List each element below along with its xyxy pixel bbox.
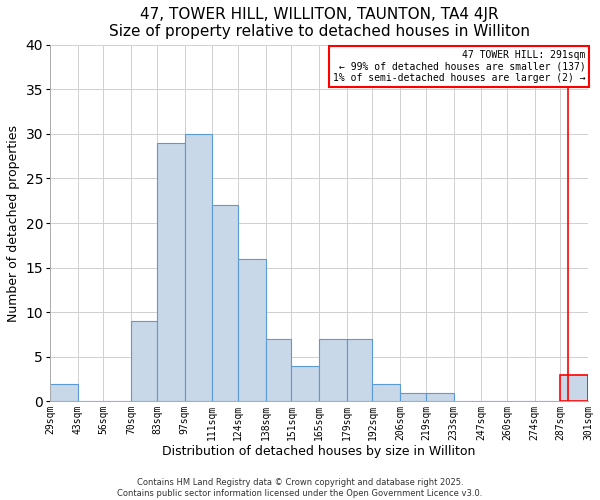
Bar <box>131 321 157 402</box>
X-axis label: Distribution of detached houses by size in Williton: Distribution of detached houses by size … <box>163 445 476 458</box>
Title: 47, TOWER HILL, WILLITON, TAUNTON, TA4 4JR
Size of property relative to detached: 47, TOWER HILL, WILLITON, TAUNTON, TA4 4… <box>109 7 530 40</box>
Bar <box>266 339 292 402</box>
Bar <box>157 143 185 402</box>
Bar <box>400 392 426 402</box>
Bar <box>560 374 588 402</box>
Text: Contains HM Land Registry data © Crown copyright and database right 2025.
Contai: Contains HM Land Registry data © Crown c… <box>118 478 482 498</box>
Bar <box>212 205 238 402</box>
Bar <box>319 339 347 402</box>
Text: 47 TOWER HILL: 291sqm
← 99% of detached houses are smaller (137)
1% of semi-deta: 47 TOWER HILL: 291sqm ← 99% of detached … <box>333 50 586 83</box>
Bar <box>347 339 373 402</box>
Bar <box>185 134 212 402</box>
Bar <box>50 384 78 402</box>
Bar <box>238 259 266 402</box>
Y-axis label: Number of detached properties: Number of detached properties <box>7 124 20 322</box>
Bar <box>292 366 319 402</box>
Bar <box>426 392 454 402</box>
Bar <box>373 384 400 402</box>
